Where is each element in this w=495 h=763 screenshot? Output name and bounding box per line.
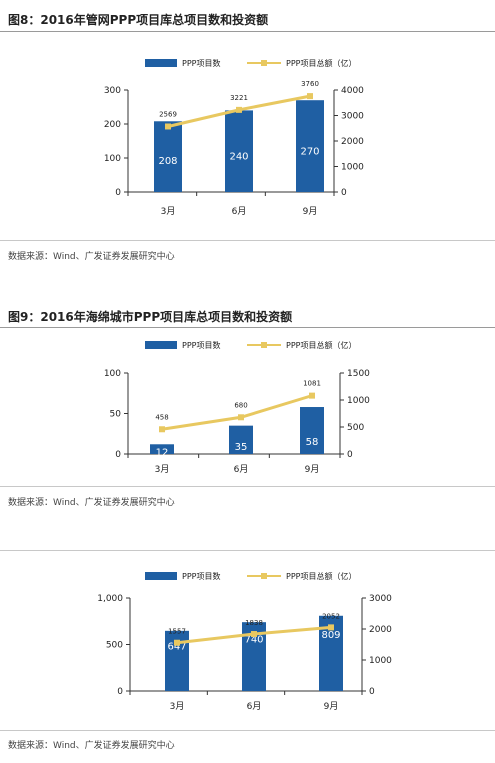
chart-3-right-tick-label: 1000 [369,656,392,666]
chart-1: PPP项目数 PPP项目总额（亿）010020030001000200030004… [104,58,364,217]
chart-1-legend-bar-swatch [145,59,177,67]
chart-1-bar-value-label: 270 [300,147,319,158]
chart-1-right-tick-label: 1000 [341,163,364,173]
chart-1-title: 图8：2016年管网PPP项目库总项目数和投资额 [8,13,269,27]
chart-2-title: 图9：2016年海绵城市PPP项目库总项目数和投资额 [8,310,293,324]
chart-1-source: 数据来源：Wind、广发证券发展研究中心 [8,252,175,262]
chart-1-left-tick-label: 100 [104,154,121,164]
chart-3-left-tick-label: 500 [106,641,123,651]
chart-3-x-tick-label: 3月 [170,701,185,712]
chart-2-bar [150,444,174,454]
chart-2-x-tick-label: 9月 [305,464,320,475]
chart-3-left-tick-label: 1,000 [97,594,123,604]
chart-1-right-tick-label: 0 [341,188,347,198]
chart-3-legend-bar-label: PPP项目数 [182,571,220,581]
chart-1-left-tick-label: 200 [104,120,121,130]
chart-1-line-point [165,123,171,130]
chart-2-source: 数据来源：Wind、广发证券发展研究中心 [8,498,175,508]
chart-2-legend-bar-swatch [145,341,177,349]
chart-3-line-value-label: 2052 [322,612,340,620]
chart-2-legend-line-marker [261,342,267,348]
chart-1-line-value-label: 3221 [230,94,248,102]
chart-2-bar [229,425,253,454]
chart-2-left-tick-label: 0 [115,450,121,460]
chart-2-x-tick-label: 6月 [234,464,249,475]
chart-3: PPP项目数 PPP项目总额（亿） 0 500 1,000 0 1000 2000 3000 3月… [97,571,392,712]
chart-1-title-rule [0,31,495,32]
chart-2-left-tick-label: 100 [104,369,121,379]
chart-1-bar-value-label: 240 [229,151,248,162]
chart-3-legend-line-label: PPP项目总额（亿） [286,571,356,581]
chart-1-legend-bar-label: PPP项目数 [182,58,220,68]
chart-3-left-tick-label: 0 [117,687,123,697]
chart-2-line-point [159,426,165,433]
chart-3-right-tick-label: 2000 [369,625,392,635]
chart-3-top-rule [0,550,495,551]
chart-1-bar-value-label: 208 [158,156,177,167]
chart-1-left-tick-label: 300 [104,86,121,96]
chart-2-right-tick-label: 1000 [347,396,370,406]
chart-2-bar [300,407,324,454]
chart-3-source: 数据来源：Wind、广发证券发展研究中心 [8,741,175,751]
chart-3-bottom-rule [0,730,495,731]
chart-3-right-tick-label: 3000 [369,594,392,604]
chart-3-line-point [251,631,257,638]
chart-1-x-tick-label: 3月 [161,206,176,217]
chart-1-right-tick-label: 4000 [341,86,364,96]
chart-1-line-value-label: 3760 [301,80,319,88]
chart-1-bar [154,121,182,192]
chart-3-bar-value-label: 740 [244,635,263,646]
chart-3-bar-value-label: 809 [321,630,340,641]
chart-2-right-tick-label: 500 [347,423,364,433]
chart-2-legend-bar-label: PPP项目数 [182,340,220,350]
chart-3-line-value-label: 1838 [245,619,263,627]
chart-3-legend-line-marker [261,573,267,579]
chart-1-left-tick-label: 0 [115,188,121,198]
chart-1-right-tick-label: 3000 [341,112,364,122]
chart-2-bar-value-label: 35 [235,442,248,453]
chart-1-line-value-label: 2569 [159,110,177,118]
chart-2-legend-line-label: PPP项目总额（亿） [286,340,356,350]
chart-2-bar-value-label: 58 [306,437,319,448]
chart-1-x-tick-label: 9月 [303,206,318,217]
chart-1-right-tick-label: 2000 [341,137,364,147]
chart-2-line-value-label: 680 [234,401,247,409]
chart-2-right-tick-label: 1500 [347,369,370,379]
chart-1-legend-line-marker [261,60,267,66]
chart-3-line-point [328,624,334,631]
chart-2-left-tick-label: 50 [110,410,122,420]
chart-3-line-point [174,639,180,646]
chart-1-bar [225,110,253,192]
chart-2-bar-value-label: 12 [156,447,169,458]
chart-1-line-point [236,106,242,113]
chart-2-line-value-label: 1081 [303,380,321,388]
chart-3-x-tick-label: 6月 [247,701,262,712]
chart-1-line-point [307,93,313,100]
chart-1-x-tick-label: 6月 [232,206,247,217]
chart-2-line-value-label: 458 [155,413,168,421]
chart-2-x-tick-label: 3月 [155,464,170,475]
chart-3-right-tick-label: 0 [369,687,375,697]
chart-3-bar-value-label: 647 [167,641,186,652]
chart-2-line-point [309,392,315,399]
chart-1-bar [296,100,324,192]
chart-1-bottom-rule [0,240,495,241]
chart-1-legend-line-label: PPP项目总额（亿） [286,58,356,68]
chart-3-line-value-label: 1557 [168,628,186,636]
chart-2-line-point [238,414,244,421]
chart-2-title-rule [0,327,495,328]
chart-2-bottom-rule [0,486,495,487]
chart-3-x-tick-label: 9月 [324,701,339,712]
chart-2-right-tick-label: 0 [347,450,353,460]
chart-3-legend-bar-swatch [145,572,177,580]
